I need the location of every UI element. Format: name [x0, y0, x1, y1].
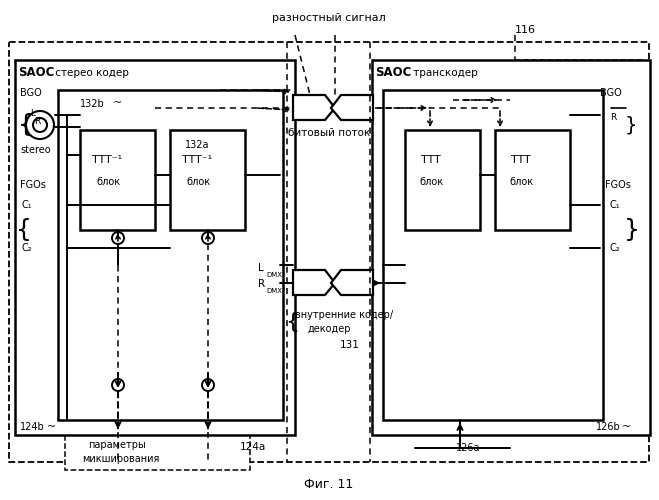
Text: L: L — [258, 263, 264, 273]
Text: 124a: 124a — [240, 442, 266, 452]
Text: R: R — [610, 114, 616, 122]
Text: TTT: TTT — [421, 155, 441, 165]
Text: битовый поток: битовый поток — [288, 128, 370, 138]
Bar — [170, 130, 245, 230]
Text: микширования: микширования — [82, 454, 159, 464]
Bar — [65, 432, 250, 470]
Text: ~: ~ — [47, 422, 56, 432]
Text: TTT⁻¹: TTT⁻¹ — [182, 155, 212, 165]
Text: TTT⁻¹: TTT⁻¹ — [92, 155, 122, 165]
Text: TTT: TTT — [511, 155, 530, 165]
Text: DMX: DMX — [266, 272, 282, 278]
Text: декодер: декодер — [308, 324, 351, 334]
Text: {: { — [16, 218, 32, 242]
Text: C₂: C₂ — [22, 243, 33, 253]
Text: R: R — [34, 118, 40, 126]
Text: ~: ~ — [622, 422, 631, 432]
Text: разностный сигнал: разностный сигнал — [272, 13, 386, 23]
Text: R: R — [258, 279, 265, 289]
Text: 132b: 132b — [80, 99, 105, 109]
Bar — [58, 90, 283, 420]
Polygon shape — [331, 270, 373, 295]
Text: FGOs: FGOs — [20, 180, 46, 190]
Bar — [495, 130, 570, 230]
Text: 132a: 132a — [185, 140, 210, 150]
Text: C₂: C₂ — [609, 243, 619, 253]
Polygon shape — [331, 95, 373, 120]
Text: блок: блок — [419, 177, 443, 187]
Text: }: } — [624, 218, 640, 242]
Text: {: { — [18, 113, 34, 137]
Bar — [80, 130, 155, 230]
Text: ~: ~ — [113, 98, 123, 108]
Text: блок: блок — [509, 177, 533, 187]
Text: блок: блок — [186, 177, 210, 187]
Text: внутренние кодер/: внутренние кодер/ — [295, 310, 393, 320]
Text: }: } — [625, 116, 637, 134]
Text: SAOC: SAOC — [375, 66, 411, 80]
Polygon shape — [293, 270, 335, 295]
Text: stereo: stereo — [20, 145, 51, 155]
Text: стерео кодер: стерео кодер — [52, 68, 129, 78]
Text: C₁: C₁ — [609, 200, 619, 210]
Text: 126b: 126b — [596, 422, 621, 432]
Bar — [405, 130, 480, 230]
Text: 131: 131 — [340, 340, 360, 350]
Text: Фиг. 11: Фиг. 11 — [304, 478, 354, 490]
Text: L: L — [30, 108, 35, 118]
Text: C₁: C₁ — [22, 200, 33, 210]
Text: 124b: 124b — [20, 422, 45, 432]
Text: DMX: DMX — [266, 288, 282, 294]
Text: транскодер: транскодер — [410, 68, 478, 78]
Text: BGO: BGO — [600, 88, 621, 98]
Bar — [9, 42, 649, 462]
Text: BGO: BGO — [20, 88, 42, 98]
Text: параметры: параметры — [88, 440, 146, 450]
Polygon shape — [293, 95, 335, 120]
Text: {: { — [285, 312, 299, 332]
Text: SAOC: SAOC — [18, 66, 55, 80]
Bar — [383, 90, 603, 420]
Text: 126a: 126a — [456, 443, 480, 453]
Text: блок: блок — [96, 177, 120, 187]
Text: FGOs: FGOs — [605, 180, 631, 190]
Text: 116: 116 — [515, 25, 536, 35]
Bar — [372, 60, 650, 435]
Bar — [15, 60, 295, 435]
